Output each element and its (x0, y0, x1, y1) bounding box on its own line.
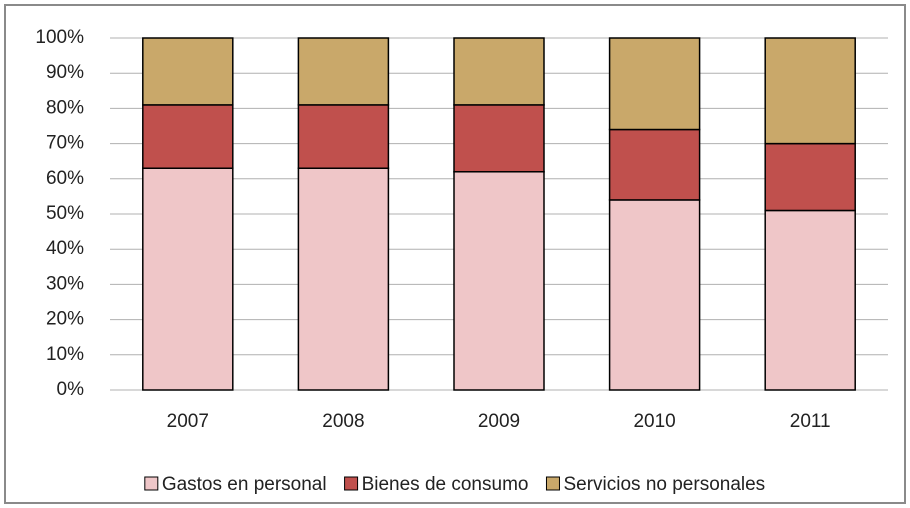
x-tick-label: 2008 (322, 411, 364, 432)
bar-segment (297, 37, 390, 106)
y-tick-label: 50% (46, 203, 84, 224)
y-tick-label: 70% (46, 133, 84, 154)
x-tick-label: 2007 (167, 411, 209, 432)
y-tick-label: 90% (46, 62, 84, 83)
bar-segment (142, 167, 234, 391)
legend-swatch (144, 476, 159, 491)
y-tick-label: 40% (46, 238, 84, 259)
y-tick-label: 100% (35, 27, 84, 48)
y-tick-label: 10% (46, 344, 84, 365)
bar-segment (764, 142, 856, 212)
bar-segment (453, 171, 545, 391)
bar-segment (453, 37, 545, 106)
bar-segment (608, 199, 701, 391)
x-tick-label: 2009 (478, 411, 520, 432)
x-tick-label: 2011 (790, 411, 831, 432)
bar-segment (142, 37, 234, 106)
bar-segment (764, 209, 856, 391)
y-tick-label: 20% (46, 309, 84, 330)
legend-label: Gastos en personal (162, 474, 327, 495)
bar-segment (142, 104, 234, 169)
bar-segment (764, 37, 856, 145)
legend-label: Bienes de consumo (362, 474, 529, 495)
bar-segment (608, 37, 701, 131)
legend-swatch (344, 476, 359, 491)
x-tick-label: 2010 (633, 411, 675, 432)
bar-segment (453, 104, 545, 173)
y-tick-label: 60% (46, 168, 84, 189)
bar-segment (297, 167, 390, 391)
y-tick-label: 0% (57, 379, 85, 400)
bar-segment (297, 104, 390, 169)
y-tick-label: 30% (46, 273, 84, 294)
legend-label: Servicios no personales (563, 474, 765, 495)
legend-swatch (545, 476, 560, 491)
bar-segment (608, 128, 701, 201)
y-tick-label: 80% (46, 97, 84, 118)
